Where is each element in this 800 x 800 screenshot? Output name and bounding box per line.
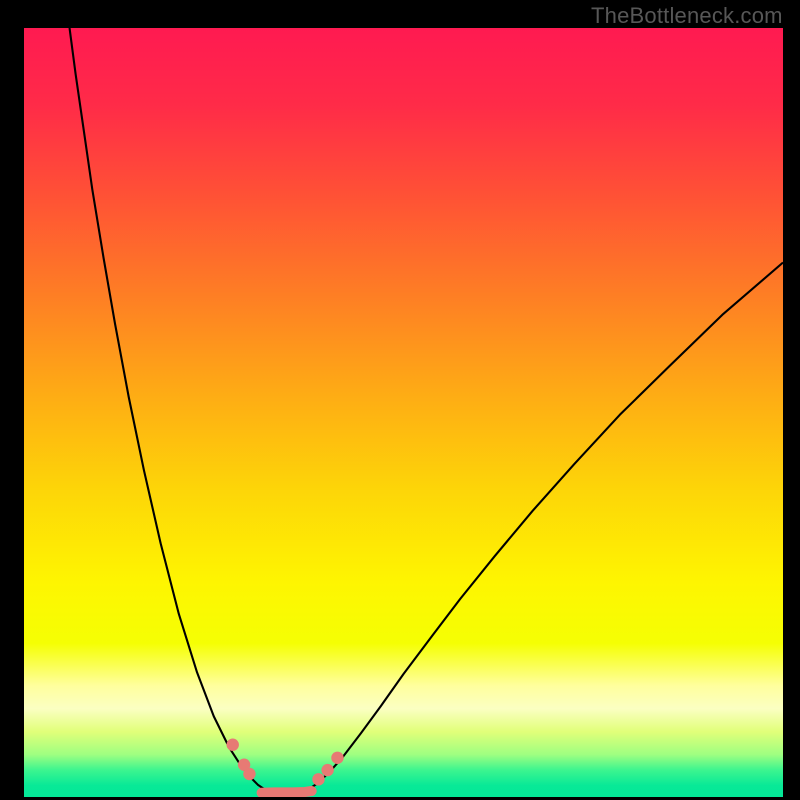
plot-area: [24, 28, 783, 797]
watermark-text: TheBottleneck.com: [591, 3, 783, 29]
canvas: TheBottleneck.com: [0, 0, 800, 800]
background-gradient: [24, 28, 783, 797]
